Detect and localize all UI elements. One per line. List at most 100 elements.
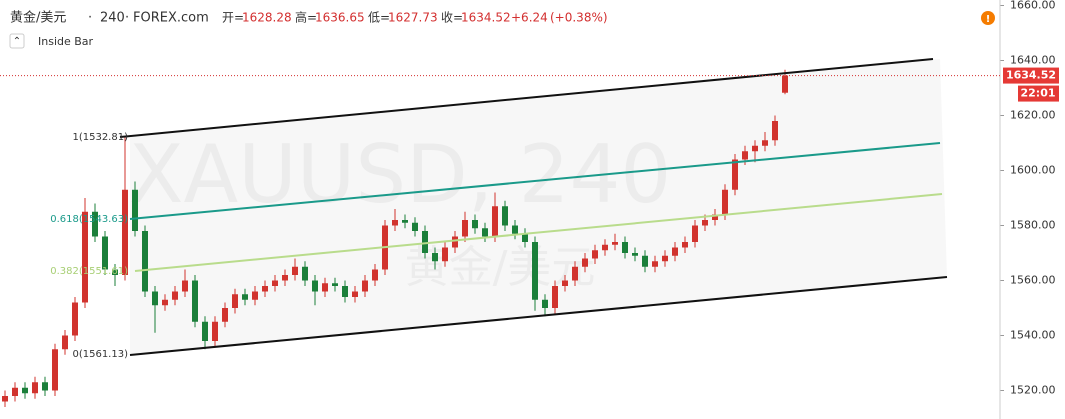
candle-body xyxy=(732,159,738,190)
candle-body xyxy=(462,220,468,237)
channel-fill xyxy=(130,59,947,355)
candle-body xyxy=(132,189,138,231)
candle-body xyxy=(252,291,258,300)
candle-body xyxy=(392,220,398,226)
candle-body xyxy=(622,242,628,253)
candle-body xyxy=(522,233,528,242)
ohlc-key: 开 xyxy=(222,11,234,25)
candle-body xyxy=(442,247,448,262)
candle-body xyxy=(722,189,728,215)
candle-body xyxy=(152,291,158,306)
indicator-name: Inside Bar xyxy=(38,35,94,48)
candle-body xyxy=(82,211,88,303)
ohlc-key: 收 xyxy=(441,11,453,25)
alert-icon[interactable] xyxy=(981,11,995,25)
candle-body xyxy=(472,220,478,229)
candle-body xyxy=(62,335,68,350)
fib-label: 0(1561.13) xyxy=(72,349,128,360)
countdown-tag xyxy=(1018,85,1059,102)
indicator-icon: ⌃ xyxy=(13,36,21,47)
candle-body xyxy=(352,291,358,297)
candle-body xyxy=(672,247,678,256)
fib-label: 0.618(1543.63) xyxy=(50,214,128,225)
channel-top xyxy=(119,58,934,138)
candle-body xyxy=(322,283,328,292)
fib-label: 0.382(1551.61) xyxy=(50,266,128,277)
candle-body xyxy=(22,387,28,394)
symbol: 黄金/美元 xyxy=(10,10,66,26)
last-price-tag xyxy=(1003,67,1059,84)
candle-body xyxy=(212,321,218,341)
candle-body xyxy=(262,286,268,292)
candle-body xyxy=(292,266,298,275)
candle-body xyxy=(272,280,278,286)
candle-body xyxy=(172,291,178,300)
last-price-label: 1634.52 xyxy=(1006,69,1056,82)
ohlc-value: 1634.52 xyxy=(461,11,511,25)
candle-body xyxy=(12,387,18,396)
separator: · xyxy=(125,11,129,26)
candle-body xyxy=(202,321,208,341)
candle-body xyxy=(492,206,498,237)
ohlc-eq: = xyxy=(307,11,317,25)
y-tick-label: 1540.00 xyxy=(1010,329,1056,342)
y-tick-label: 1560.00 xyxy=(1010,274,1056,287)
alert-mark: ! xyxy=(986,14,991,25)
ohlc-eq: = xyxy=(380,11,390,25)
y-tick-label: 1520.00 xyxy=(1010,384,1056,397)
candle-body xyxy=(542,299,548,308)
candle-body xyxy=(412,222,418,231)
candle-body xyxy=(552,286,558,308)
candle-body xyxy=(42,382,48,391)
candle-body xyxy=(222,308,228,322)
candle-body xyxy=(452,236,458,248)
candle-body xyxy=(312,280,318,292)
candle-body xyxy=(772,121,778,141)
candle-body xyxy=(712,214,718,220)
candle-body xyxy=(142,231,148,292)
candle-body xyxy=(512,225,518,234)
candle-body xyxy=(112,269,118,275)
y-tick-label: 1580.00 xyxy=(1010,219,1056,232)
candle-body xyxy=(162,299,168,306)
candle-body xyxy=(232,294,238,308)
candle-body xyxy=(182,280,188,292)
candle-body xyxy=(582,258,588,267)
candle-body xyxy=(432,253,438,262)
candle-body xyxy=(502,206,508,226)
candle-body xyxy=(282,275,288,281)
candle-body xyxy=(572,266,578,281)
ohlc-value: 1636.65 xyxy=(315,11,365,25)
candle-body xyxy=(762,140,768,146)
candle-body xyxy=(72,302,78,336)
y-tick-label: 1640.00 xyxy=(1010,54,1056,67)
candle-body xyxy=(122,189,128,275)
fib-0382 xyxy=(134,193,943,272)
candle-body xyxy=(532,242,538,300)
candle-body xyxy=(752,145,758,152)
candle-body xyxy=(372,269,378,281)
ohlc-eq: = xyxy=(453,11,463,25)
candle-body xyxy=(742,151,748,160)
candle-body xyxy=(102,236,108,270)
candle-body xyxy=(332,283,338,286)
candle-body xyxy=(342,286,348,297)
change-pct: (+0.38%) xyxy=(550,11,608,25)
candle-body xyxy=(592,250,598,259)
change: +6.24 xyxy=(511,11,548,25)
fib-0618 xyxy=(129,142,941,220)
candle-body xyxy=(362,280,368,292)
indicator-toggle[interactable] xyxy=(9,33,25,49)
ohlc-value: 1627.73 xyxy=(388,11,438,25)
source: FOREX.com xyxy=(133,11,209,26)
candle-body xyxy=(682,242,688,248)
candle-body xyxy=(632,253,638,256)
candle-body xyxy=(652,261,658,267)
header: 黄金/美元 · 240 · FOREX.com 开 =1628.28 高 =1636.… xyxy=(10,10,608,26)
y-tick-label: 1660.00 xyxy=(1010,0,1056,12)
y-tick-label: 1620.00 xyxy=(1010,109,1056,122)
watermark: XAUUSD, 240 xyxy=(129,128,672,221)
candle-body xyxy=(402,220,408,223)
candle-body xyxy=(422,231,428,253)
